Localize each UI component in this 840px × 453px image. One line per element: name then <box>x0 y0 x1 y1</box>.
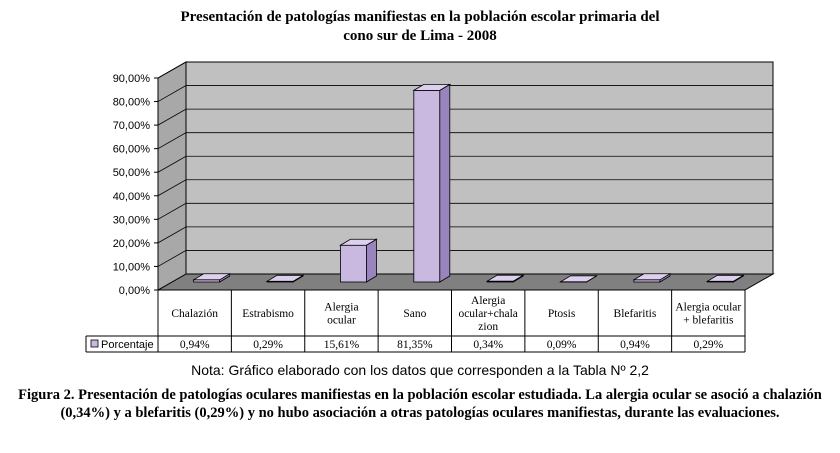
data-label: 0,34% <box>473 339 503 351</box>
y-tick-label: 20,00% <box>113 238 151 250</box>
y-axis-ticks: 0,00% 10,00% 20,00% 30,00% 40,00% 50,00% 60,00… <box>113 73 159 297</box>
category-label: Blefaritis <box>614 308 657 320</box>
gridline <box>157 250 773 267</box>
y-tick-label: 10,00% <box>113 261 151 273</box>
data-label: 81,35% <box>397 339 433 351</box>
data-label: 0,94% <box>620 339 650 351</box>
bar-side <box>366 238 377 283</box>
y-tick-label: 50,00% <box>113 167 151 179</box>
category-label-line: Alergia ocular <box>675 302 741 314</box>
category-label: Alergia ocular + blefaritis <box>675 302 741 327</box>
bar-side <box>439 83 451 283</box>
bar-front <box>413 89 441 283</box>
plot-back-wall <box>185 61 774 275</box>
category-label: Chalazión <box>171 308 218 320</box>
plot-floor <box>156 273 775 291</box>
category-label-line: Blefaritis <box>614 308 657 320</box>
y-tick-label: 0,00% <box>119 285 150 297</box>
bar-top <box>265 274 305 282</box>
bar-top <box>338 238 378 246</box>
plot-wall <box>156 61 775 291</box>
category-label: Alergia ocular <box>324 302 358 327</box>
category-label-line: Sano <box>403 308 426 320</box>
category-label: Estrabismo <box>242 308 294 320</box>
y-tick-label: 40,00% <box>113 191 151 203</box>
gridline <box>157 155 773 173</box>
category-label-line: + blefaritis <box>683 315 734 327</box>
bar-6 <box>632 273 672 283</box>
bar-top <box>192 273 232 281</box>
gridline <box>157 61 773 79</box>
data-label: 0,94% <box>180 339 210 351</box>
category-label-line: Alergia <box>324 302 358 314</box>
y-tick-label: 90,00% <box>113 73 151 85</box>
bar-3 <box>412 83 452 283</box>
bar-0 <box>192 273 232 283</box>
category-label-line: ocular+chala <box>458 308 517 320</box>
category-label-line: Estrabismo <box>242 308 294 320</box>
y-tick-label: 60,00% <box>113 144 151 156</box>
data-label: 0,09% <box>547 339 577 351</box>
data-label: 15,61% <box>324 339 360 351</box>
bar-2 <box>338 238 378 283</box>
bar-1 <box>265 274 305 283</box>
data-label: 0,29% <box>253 339 283 351</box>
gridline <box>157 108 773 126</box>
category-label: Ptosis <box>548 308 576 320</box>
figure-caption: Figura 2. Presentación de patologías ocu… <box>18 387 822 421</box>
category-label: Sano <box>403 308 426 320</box>
bar-chart: 0,00% 10,00% 20,00% 30,00% 40,00% 50,00% 60,00… <box>85 61 775 353</box>
bar-front <box>340 244 367 283</box>
bar-5 <box>559 275 599 283</box>
bar-top <box>485 274 525 282</box>
y-tick-label: 70,00% <box>113 120 151 132</box>
bar-4 <box>485 274 525 283</box>
legend-label: Porcentaje <box>101 339 154 351</box>
bar-top <box>412 83 452 91</box>
y-tick-label: 30,00% <box>113 214 151 226</box>
gridline <box>157 85 773 102</box>
category-label-line: Chalazión <box>171 308 218 320</box>
plot-side-wall <box>157 61 187 291</box>
gridline <box>157 226 773 244</box>
chart-title-line-2: cono sur de Lima - 2008 <box>343 28 497 44</box>
chart-note: Nota: Gráfico elaborado con los datos qu… <box>191 362 649 378</box>
bar-top <box>559 275 599 283</box>
category-label-line: Ptosis <box>548 308 576 320</box>
bar-top <box>632 273 672 281</box>
chart-title-line-1: Presentación de patologías manifiestas e… <box>180 9 660 25</box>
legend-swatch <box>90 339 99 348</box>
data-label: 0,29% <box>693 339 723 351</box>
category-label-line: zion <box>478 321 498 333</box>
category-label-line: ocular <box>327 315 356 327</box>
chart-title: Presentación de patologías manifiestas e… <box>0 8 840 46</box>
bar-7 <box>705 274 745 283</box>
category-label-line: Alergia <box>471 295 505 307</box>
gridline <box>157 132 773 150</box>
bars <box>192 83 745 283</box>
y-tick-label: 80,00% <box>113 97 151 109</box>
gridline <box>157 179 773 197</box>
bar-top <box>705 274 745 282</box>
gridlines <box>157 61 773 267</box>
gridline <box>157 202 773 220</box>
category-label: Alergia ocular+chala zion <box>458 295 517 333</box>
